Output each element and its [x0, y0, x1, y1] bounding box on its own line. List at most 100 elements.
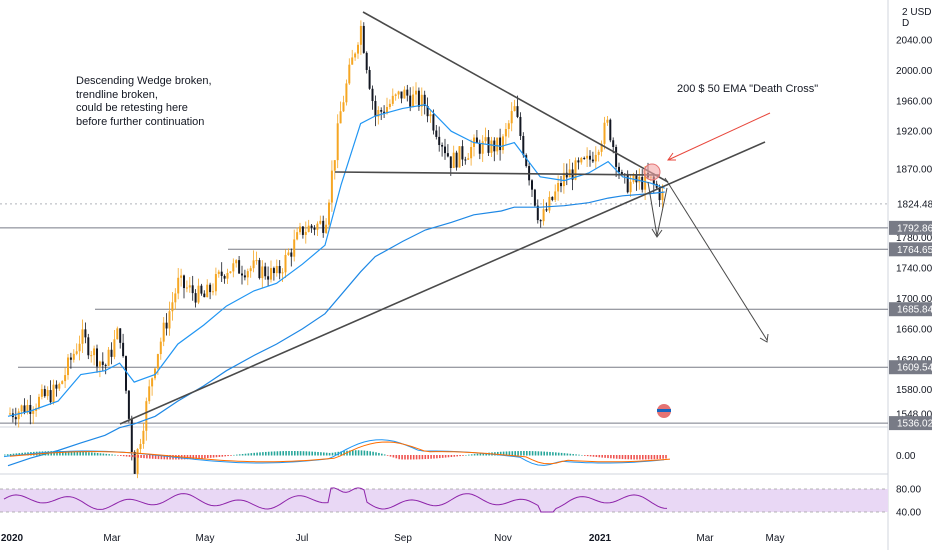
macd-histogram-bar [114, 454, 116, 456]
price-level-tag [889, 416, 932, 431]
macd-histogram-bar [366, 450, 369, 456]
macd-histogram-bar [430, 455, 432, 459]
candle-body [232, 263, 235, 272]
candle-body [362, 25, 365, 53]
candle-body [545, 209, 548, 211]
macd-histogram-bar [305, 451, 308, 456]
macd-histogram-bar [291, 451, 293, 456]
macd-histogram-bar [236, 454, 238, 456]
candle-body [171, 302, 174, 312]
time-axis[interactable]: 2020 Mar May Jul Sep Nov 2021 Mar May [1, 533, 785, 544]
time-tick-label: 2021 [589, 533, 612, 544]
macd-histogram-bar [470, 454, 473, 456]
candle-body [478, 143, 481, 154]
macd-histogram-bar [143, 455, 145, 459]
time-tick-label: Mar [103, 533, 121, 544]
candle-body [174, 293, 177, 303]
candle-body [293, 239, 296, 257]
candle-body [220, 271, 223, 276]
death-cross-arrow [667, 112, 771, 161]
macd-histogram-bar [149, 455, 151, 459]
candle-body [412, 94, 415, 107]
candle-body [609, 119, 612, 141]
candle-body [72, 353, 75, 360]
ascending-trendline [119, 141, 766, 425]
macd-histogram-bar [259, 452, 261, 456]
macd-histogram-bar [476, 453, 479, 456]
candle-body [246, 271, 249, 278]
candle-body [577, 160, 580, 163]
macd-histogram-bar [534, 451, 537, 456]
macd-histogram-bar [607, 455, 609, 459]
candle-body [307, 225, 310, 232]
macd-histogram-bar [375, 452, 377, 456]
macd-histogram-bar [482, 453, 485, 456]
macd-histogram-bar [117, 455, 119, 456]
candle-body [351, 57, 354, 65]
price-level-tag-label: 1536.02 [897, 419, 932, 430]
candle-body [391, 95, 394, 104]
price-level-tag [889, 196, 932, 211]
price-axis[interactable]: 1548.001580.001620.001660.001700.001740.… [889, 36, 932, 519]
macd-histogram-bar [555, 452, 557, 456]
macd-histogram-bar [436, 455, 438, 459]
macd-histogram-bar [15, 453, 18, 456]
macd-histogram-bar [630, 455, 632, 460]
macd-histogram-bar [407, 455, 409, 460]
macd-histogram-bar [204, 455, 206, 459]
candle-body [32, 410, 35, 414]
macd-histogram-bar [653, 455, 656, 460]
candle-body [591, 159, 594, 162]
macd-histogram-bar [160, 455, 163, 460]
macd-histogram-bar [604, 455, 606, 458]
macd-panel [0, 428, 888, 472]
macd-histogram-bar [230, 455, 232, 456]
candle-body [49, 390, 52, 403]
candle-body [342, 102, 345, 112]
macd-histogram-bar [540, 451, 543, 456]
candle-body [522, 136, 525, 156]
candle-body [130, 418, 133, 452]
candle-body [136, 449, 139, 474]
candle-body [188, 285, 191, 288]
candle-body [26, 404, 29, 413]
candle-body [243, 275, 246, 278]
candle-body [238, 260, 241, 274]
candle-body [281, 272, 284, 274]
price-level-tag [889, 242, 932, 257]
candle-body [565, 172, 568, 178]
candle-body [78, 343, 81, 352]
candle-body [397, 91, 400, 95]
macd-histogram-bar [633, 455, 635, 460]
macd-histogram-bar [221, 455, 224, 457]
macd-histogram-bar [497, 451, 499, 456]
macd-histogram-bar [21, 452, 23, 456]
macd-histogram-bar [79, 451, 81, 456]
price-tick-label: 1960.00 [896, 96, 932, 107]
macd-histogram-bar [169, 455, 171, 460]
macd-histogram-bar [601, 455, 603, 458]
candle-body [499, 137, 502, 151]
candle-body [574, 160, 577, 180]
macd-histogram-bar [589, 455, 592, 457]
candle-body [319, 220, 322, 224]
candle-body [560, 182, 562, 187]
macd-histogram-bar [465, 454, 467, 456]
candle-body [403, 89, 406, 99]
candle-body [641, 176, 644, 190]
projection-arrowhead [759, 333, 769, 343]
candle-body [284, 254, 287, 273]
macd-histogram-bar [621, 455, 624, 460]
macd-histogram-bar [250, 453, 253, 456]
candle-body [14, 417, 17, 420]
macd-histogram-bar [262, 452, 264, 456]
candle-body [156, 354, 159, 369]
macd-histogram-bar [398, 455, 400, 460]
macd-histogram-bar [218, 455, 221, 457]
main-panel [0, 0, 888, 426]
price-tick-label: 1780.00 [896, 233, 932, 244]
macd-histogram-bar [198, 455, 200, 459]
candle-body [661, 192, 664, 201]
macd-histogram-bar [288, 451, 290, 456]
